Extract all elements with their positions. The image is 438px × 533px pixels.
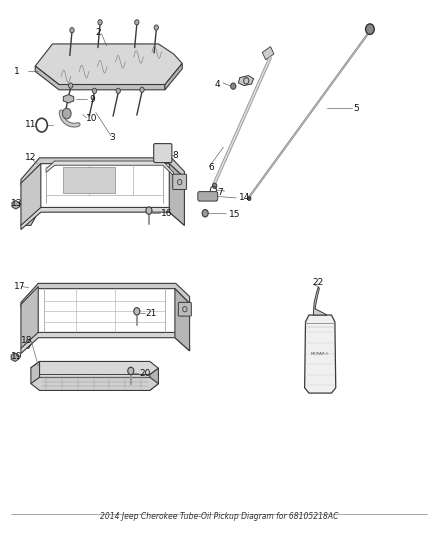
Polygon shape [21,158,184,185]
Text: 9: 9 [89,95,95,104]
Circle shape [247,196,251,200]
Polygon shape [21,333,190,353]
Polygon shape [63,94,74,103]
Circle shape [134,308,140,315]
Text: 6: 6 [208,164,214,172]
Circle shape [146,207,152,214]
Bar [64,167,115,192]
FancyBboxPatch shape [198,191,218,201]
Polygon shape [313,287,327,315]
Polygon shape [238,76,254,86]
Polygon shape [21,287,38,348]
Polygon shape [31,361,39,384]
Circle shape [98,20,102,25]
Text: 17: 17 [14,282,25,291]
Text: 2: 2 [95,28,100,37]
Text: 1: 1 [14,67,19,76]
Circle shape [366,24,374,35]
Text: 4: 4 [215,80,220,89]
Circle shape [154,25,159,30]
Circle shape [70,28,74,33]
Text: 10: 10 [86,114,98,123]
Circle shape [63,108,71,119]
Polygon shape [21,284,190,308]
Polygon shape [169,164,184,225]
FancyBboxPatch shape [178,302,191,316]
Polygon shape [165,63,182,90]
Text: 22: 22 [312,278,324,287]
FancyBboxPatch shape [154,143,172,163]
FancyBboxPatch shape [173,174,187,190]
Polygon shape [21,207,184,230]
Polygon shape [31,377,159,391]
Text: 5: 5 [353,104,359,113]
Text: MOPAR®: MOPAR® [311,352,330,356]
Polygon shape [35,66,165,90]
Circle shape [134,20,139,25]
Polygon shape [31,361,159,375]
Circle shape [92,88,97,93]
Polygon shape [304,315,336,393]
Text: 14: 14 [239,193,250,203]
Circle shape [212,183,217,189]
Polygon shape [175,289,190,351]
Text: 12: 12 [25,154,37,163]
Circle shape [231,83,236,90]
Polygon shape [12,200,20,209]
Text: 19: 19 [11,352,22,361]
Text: 13: 13 [11,199,22,208]
Polygon shape [21,164,41,225]
Polygon shape [150,368,159,391]
Circle shape [202,209,208,217]
Text: 21: 21 [145,309,157,318]
Text: 7: 7 [218,188,223,197]
Text: 16: 16 [161,209,173,217]
Circle shape [140,87,144,92]
Text: 20: 20 [139,368,151,377]
Text: 8: 8 [173,151,178,160]
Circle shape [68,83,73,88]
Circle shape [116,88,120,93]
Text: 18: 18 [21,336,33,345]
Text: 15: 15 [229,211,240,219]
Text: 3: 3 [110,133,115,142]
Polygon shape [11,353,19,361]
Text: 2014 Jeep Cherokee Tube-Oil Pickup Diagram for 68105218AC: 2014 Jeep Cherokee Tube-Oil Pickup Diagr… [100,512,338,521]
Text: 11: 11 [25,119,37,128]
Polygon shape [46,161,173,176]
Circle shape [128,367,134,375]
Polygon shape [35,44,182,85]
Bar [262,46,274,60]
